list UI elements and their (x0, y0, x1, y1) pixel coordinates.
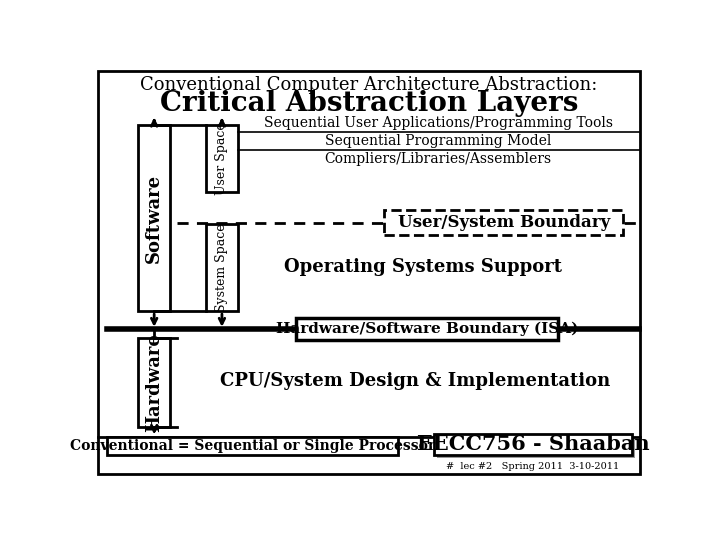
Text: Sequential User Applications/Programming Tools: Sequential User Applications/Programming… (264, 116, 613, 130)
Bar (384, 211, 623, 235)
Bar (138, 125, 171, 311)
Bar (107, 437, 398, 455)
Text: Conventional = Sequential or Single Processor: Conventional = Sequential or Single Proc… (70, 439, 436, 453)
Text: System Space: System Space (215, 224, 228, 313)
Bar (138, 338, 171, 427)
Bar (437, 437, 636, 458)
Text: Compliers/Libraries/Assemblers: Compliers/Libraries/Assemblers (325, 152, 552, 166)
Text: Software: Software (145, 173, 163, 262)
Text: Operating Systems Support: Operating Systems Support (284, 258, 562, 275)
Text: Sequential Programming Model: Sequential Programming Model (325, 134, 552, 148)
Text: CPU/System Design & Implementation: CPU/System Design & Implementation (220, 372, 611, 389)
Bar (433, 434, 632, 455)
Bar (296, 318, 558, 340)
Text: #  lec #2   Spring 2011  3-10-2011: # lec #2 Spring 2011 3-10-2011 (446, 462, 619, 471)
Text: EECC756 - Shaaban: EECC756 - Shaaban (417, 434, 649, 455)
Bar (206, 125, 238, 192)
Text: Hardware/Software Boundary (ISA): Hardware/Software Boundary (ISA) (276, 322, 578, 336)
Text: User Space: User Space (215, 123, 228, 195)
Text: User/System Boundary: User/System Boundary (397, 214, 610, 231)
Text: Hardware: Hardware (145, 333, 163, 432)
Bar (206, 224, 238, 311)
Text: Critical Abstraction Layers: Critical Abstraction Layers (160, 90, 578, 117)
Text: Conventional Computer Architecture Abstraction:: Conventional Computer Architecture Abstr… (140, 76, 598, 93)
